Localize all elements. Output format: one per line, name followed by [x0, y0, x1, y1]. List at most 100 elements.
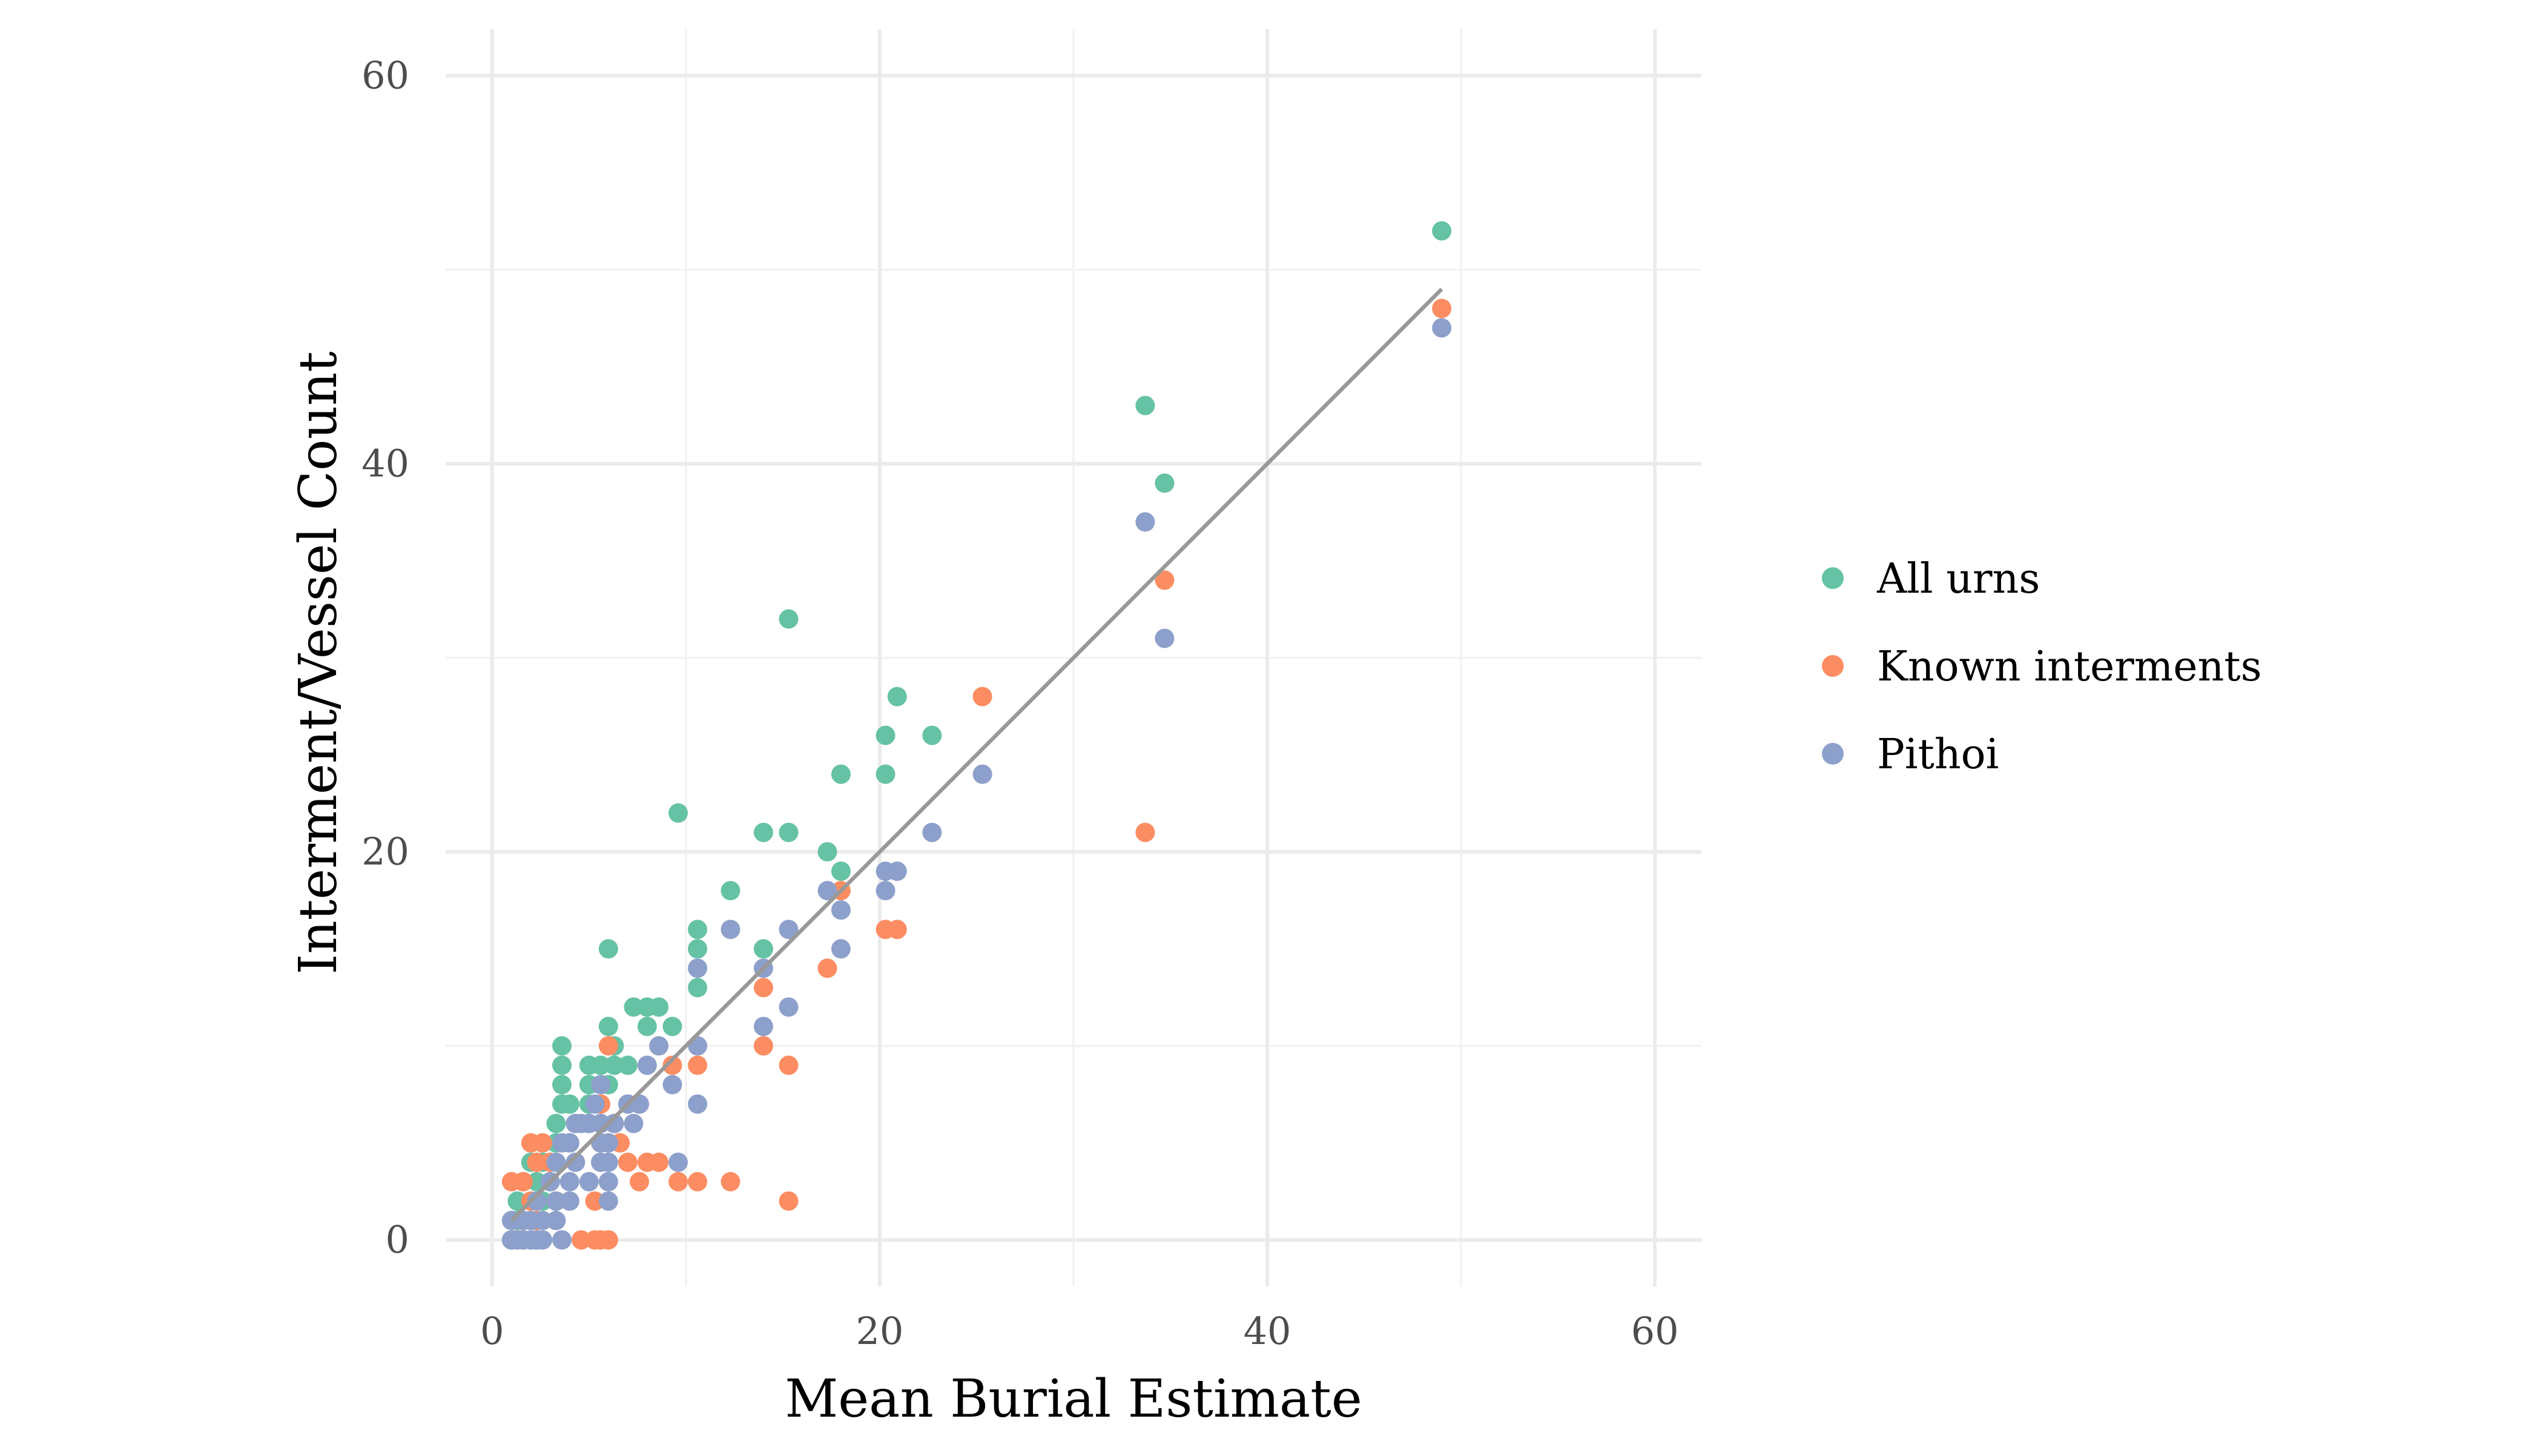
point-all-urns: [591, 1055, 611, 1075]
point-known-interments: [688, 1171, 708, 1191]
point-known-interments: [753, 978, 773, 998]
point-pithoi: [527, 1191, 547, 1211]
point-pithoi: [598, 1152, 618, 1172]
point-pithoi: [779, 997, 799, 1017]
point-all-urns: [817, 842, 837, 862]
point-all-urns: [887, 687, 907, 707]
point-known-interments: [598, 1230, 618, 1250]
point-pithoi: [1432, 318, 1452, 338]
point-known-interments: [585, 1191, 605, 1211]
point-all-urns: [922, 725, 942, 745]
point-pithoi: [591, 1075, 611, 1095]
y-axis-ticks: 0 20 40 60: [361, 53, 409, 1262]
point-pithoi: [1155, 628, 1175, 648]
point-pithoi: [779, 920, 799, 940]
point-known-interments: [598, 1036, 618, 1056]
point-all-urns: [598, 1016, 618, 1036]
point-pithoi: [559, 1133, 579, 1153]
point-all-urns: [507, 1191, 527, 1211]
point-all-urns: [552, 1055, 572, 1075]
point-known-interments: [649, 1152, 669, 1172]
legend-key-all-urns: [1822, 567, 1844, 589]
point-all-urns: [753, 939, 773, 959]
point-pithoi: [598, 1133, 618, 1153]
point-all-urns: [618, 1055, 638, 1075]
point-known-interments: [533, 1133, 553, 1153]
point-known-interments: [513, 1171, 533, 1191]
x-tick-label: 40: [1244, 1309, 1291, 1353]
point-all-urns: [831, 764, 851, 784]
point-known-interments: [1135, 822, 1155, 842]
point-all-urns: [1155, 473, 1175, 493]
point-pithoi: [721, 920, 740, 940]
point-known-interments: [668, 1171, 688, 1191]
point-pithoi: [817, 881, 837, 901]
data-points: [501, 221, 1452, 1250]
point-pithoi: [533, 1230, 553, 1250]
y-axis-title: Interment/Vessel Count: [288, 351, 349, 974]
legend-key-known-interments: [1822, 655, 1844, 677]
y-tick-label: 20: [361, 829, 409, 874]
point-known-interments: [662, 1055, 682, 1075]
x-axis-title: Mean Burial Estimate: [785, 1369, 1362, 1429]
point-pithoi: [831, 939, 851, 959]
point-pithoi: [552, 1230, 572, 1250]
point-all-urns: [546, 1113, 566, 1133]
point-pithoi: [566, 1152, 585, 1172]
point-known-interments: [779, 1191, 799, 1211]
point-all-urns: [552, 1075, 572, 1095]
point-pithoi: [546, 1152, 566, 1172]
y-tick-label: 40: [361, 441, 409, 486]
point-all-urns: [527, 1171, 547, 1191]
legend-key-pithoi: [1822, 743, 1844, 765]
point-known-interments: [630, 1171, 650, 1191]
y-tick-label: 0: [386, 1217, 409, 1262]
point-pithoi: [876, 881, 895, 901]
point-pithoi: [533, 1211, 553, 1231]
point-pithoi: [559, 1171, 579, 1191]
point-all-urns: [876, 764, 895, 784]
point-pithoi: [579, 1113, 599, 1133]
trend-line: [510, 288, 1443, 1222]
point-pithoi: [585, 1094, 605, 1114]
point-pithoi: [831, 900, 851, 920]
point-all-urns: [624, 997, 644, 1017]
point-pithoi: [598, 1191, 618, 1211]
point-all-urns: [779, 822, 799, 842]
point-known-interments: [618, 1152, 638, 1172]
point-all-urns: [688, 939, 708, 959]
point-pithoi: [579, 1171, 599, 1191]
point-pithoi: [546, 1211, 566, 1231]
x-axis-ticks: 0 20 40 60: [480, 1309, 1679, 1353]
point-known-interments: [572, 1230, 592, 1250]
point-pithoi: [637, 1055, 657, 1075]
point-all-urns: [668, 803, 688, 823]
point-all-urns: [753, 822, 773, 842]
y-tick-label: 60: [361, 53, 409, 97]
point-all-urns: [598, 939, 618, 959]
point-pithoi: [662, 1075, 682, 1095]
point-pithoi: [668, 1152, 688, 1172]
legend-label-known-interments: Known interments: [1877, 643, 2262, 691]
point-known-interments: [887, 920, 907, 940]
point-all-urns: [552, 1036, 572, 1056]
point-pithoi: [688, 1094, 708, 1114]
point-all-urns: [604, 1055, 624, 1075]
point-known-interments: [779, 1055, 799, 1075]
point-all-urns: [559, 1094, 579, 1114]
point-known-interments: [527, 1152, 547, 1172]
legend: All urns Known interments Pithoi: [1822, 555, 2262, 779]
grid: [446, 29, 1701, 1286]
legend-label-all-urns: All urns: [1876, 555, 2040, 603]
point-all-urns: [831, 861, 851, 881]
point-known-interments: [972, 687, 992, 707]
x-tick-label: 20: [856, 1309, 903, 1353]
point-pithoi: [1135, 512, 1155, 532]
point-pithoi: [624, 1113, 644, 1133]
point-all-urns: [688, 978, 708, 998]
x-tick-label: 0: [480, 1309, 504, 1353]
point-pithoi: [887, 861, 907, 881]
point-known-interments: [817, 958, 837, 978]
